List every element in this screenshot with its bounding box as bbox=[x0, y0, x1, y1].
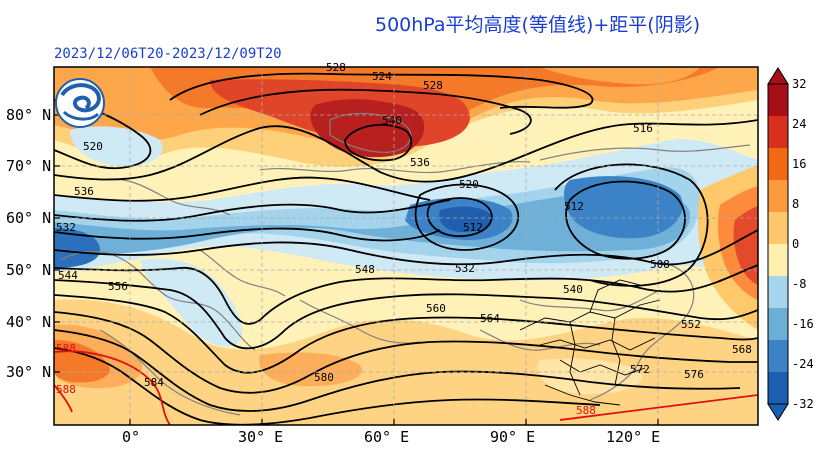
contour-label: 540 bbox=[382, 114, 402, 127]
grid-lines bbox=[54, 67, 758, 425]
contour-label: 540 bbox=[563, 283, 583, 296]
colorbar-segment bbox=[768, 148, 788, 180]
lon-label-0: 0° bbox=[122, 428, 141, 446]
contour-label: 520 bbox=[459, 178, 479, 191]
highlight-contour bbox=[54, 350, 758, 425]
contour-label: 512 bbox=[463, 221, 483, 234]
contour-label: 532 bbox=[56, 221, 76, 234]
lat-label-70n: 70° N bbox=[6, 157, 52, 175]
contour-label: 588 bbox=[576, 404, 596, 417]
colorbar-segment bbox=[768, 116, 788, 148]
axis-ticks bbox=[54, 114, 659, 425]
contour-label: 520 bbox=[83, 140, 103, 153]
colorbar-tick: -16 bbox=[792, 317, 814, 331]
colorbar-segment bbox=[768, 212, 788, 244]
colorbar-top-arrow bbox=[767, 67, 789, 85]
colorbar-bottom-arrow bbox=[767, 403, 789, 421]
contour-label: 560 bbox=[426, 302, 446, 315]
lat-label-30n: 30° N bbox=[6, 363, 52, 381]
contour-label: 536 bbox=[410, 156, 430, 169]
colorbar-tick: 32 bbox=[792, 77, 807, 91]
colorbar-tick: 0 bbox=[792, 237, 800, 251]
colorbar-segment bbox=[768, 244, 788, 276]
contour-label: 580 bbox=[314, 371, 334, 384]
contour-label: 512 bbox=[564, 200, 584, 213]
contour-label: 532 bbox=[455, 262, 475, 275]
lat-label-40n: 40° N bbox=[6, 313, 52, 331]
lat-label-80n: 80° N bbox=[6, 106, 52, 124]
colorbar-segment bbox=[768, 180, 788, 212]
contour-label: 588 bbox=[56, 342, 76, 355]
colorbar-tick: -24 bbox=[792, 357, 814, 371]
height-contours bbox=[54, 72, 758, 425]
contour-label: 556 bbox=[108, 280, 128, 293]
period-label: 2023/12/06T20-2023/12/09T20 bbox=[54, 46, 282, 62]
colorbar-segment bbox=[768, 340, 788, 372]
colorbar-tick: -32 bbox=[792, 397, 814, 411]
contour-label: 564 bbox=[480, 312, 500, 325]
colorbar-segment bbox=[768, 308, 788, 340]
lat-label-60n: 60° N bbox=[6, 209, 52, 227]
lon-label-120e: 120° E bbox=[606, 428, 661, 446]
colorbar bbox=[767, 67, 789, 421]
contour-labels: 528 524 528 540 536 516 520 536 520 532 … bbox=[56, 61, 752, 417]
contour-label: 584 bbox=[144, 376, 164, 389]
contour-label: 572 bbox=[630, 363, 650, 376]
weather-service-logo bbox=[55, 78, 105, 128]
colorbar-tick: 24 bbox=[792, 117, 807, 131]
contour-label: 588 bbox=[56, 383, 76, 396]
contour-label: 528 bbox=[423, 79, 443, 92]
lat-label-50n: 50° N bbox=[6, 261, 52, 279]
colorbar-segment bbox=[768, 84, 788, 116]
contour-label: 552 bbox=[681, 318, 701, 331]
coastlines bbox=[59, 112, 751, 416]
plot-frame bbox=[53, 66, 759, 426]
colorbar-tick: -8 bbox=[792, 277, 807, 291]
contour-label: 524 bbox=[372, 70, 392, 83]
contour-label: 568 bbox=[732, 343, 752, 356]
lon-label-90e: 90° E bbox=[490, 428, 536, 446]
map-title: 500hPa平均高度(等值线)+距平(阴影) bbox=[375, 14, 701, 36]
contour-label: 508 bbox=[650, 258, 670, 271]
colorbar-tick: 16 bbox=[792, 157, 807, 171]
colorbar-segment bbox=[768, 372, 788, 404]
lon-label-60e: 60° E bbox=[364, 428, 410, 446]
contour-label: 536 bbox=[74, 185, 94, 198]
colorbar-segment bbox=[768, 276, 788, 308]
anomaly-shading bbox=[54, 67, 758, 425]
contour-label: 516 bbox=[633, 122, 653, 135]
contour-label: 576 bbox=[684, 368, 704, 381]
lon-label-30e: 30° E bbox=[238, 428, 284, 446]
contour-label: 548 bbox=[355, 263, 375, 276]
colorbar-tick: 8 bbox=[792, 197, 800, 211]
contour-label: 544 bbox=[58, 269, 78, 282]
